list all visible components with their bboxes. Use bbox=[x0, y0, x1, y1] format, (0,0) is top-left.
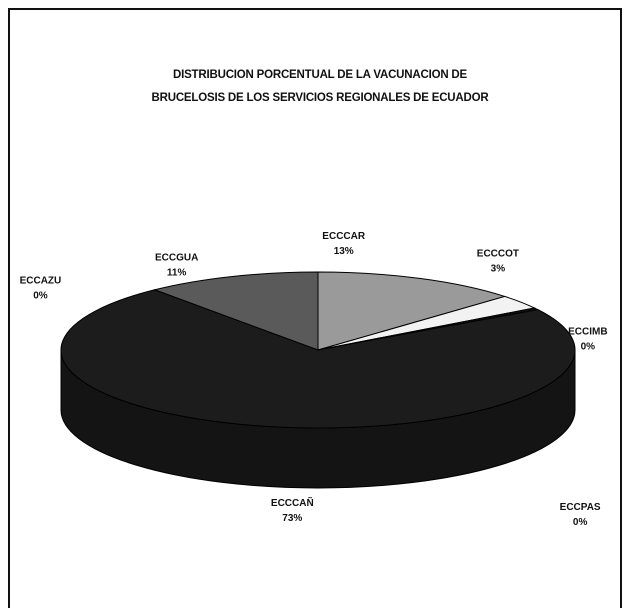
chart-title-line-1: DISTRIBUCION PORCENTUAL DE LA VACUNACION… bbox=[172, 69, 468, 81]
pie-slice-eccgua bbox=[153, 271, 319, 351]
pie-pct-label-eccca-: 73% bbox=[282, 513, 302, 524]
pie-label-eccimb: ECCIMB bbox=[568, 326, 607, 337]
pie-slice-eccca- bbox=[60, 289, 576, 429]
pie-label-ecccot: ECCCOT bbox=[477, 248, 519, 259]
pie-label-eccca-: ECCCAÑ bbox=[271, 496, 314, 509]
pie-slice-ecccar bbox=[317, 271, 507, 351]
pie-pct-label-eccimb: 0% bbox=[581, 341, 596, 352]
chart-title-line-2: BRUCELOSIS DE LOS SERVICIOS REGIONALES D… bbox=[151, 92, 489, 104]
pie-label-eccazu: ECCAZU bbox=[20, 276, 62, 287]
pie-pct-label-eccazu: 0% bbox=[33, 291, 48, 302]
chart-frame bbox=[8, 8, 622, 608]
pie-label-ecccar: ECCCAR bbox=[322, 231, 366, 242]
pie-pct-label-ecccar: 13% bbox=[334, 246, 354, 257]
pie-label-eccgua: ECCGUA bbox=[155, 252, 198, 263]
pie-pct-label-eccgua: 11% bbox=[167, 267, 187, 278]
pie-pct-label-eccpas: 0% bbox=[573, 517, 588, 528]
pie-pct-label-ecccot: 3% bbox=[491, 263, 506, 274]
pie-chart: ECCCAR 13% ECCCOT 3% ECCIMB 0% ECCPAS 0% ECCCAÑ 7… bbox=[20, 231, 608, 528]
pie-label-eccpas: ECCPAS bbox=[560, 502, 601, 513]
chart-title: DISTRIBUCION PORCENTUAL DE LA VACUNACION… bbox=[60, 64, 580, 110]
